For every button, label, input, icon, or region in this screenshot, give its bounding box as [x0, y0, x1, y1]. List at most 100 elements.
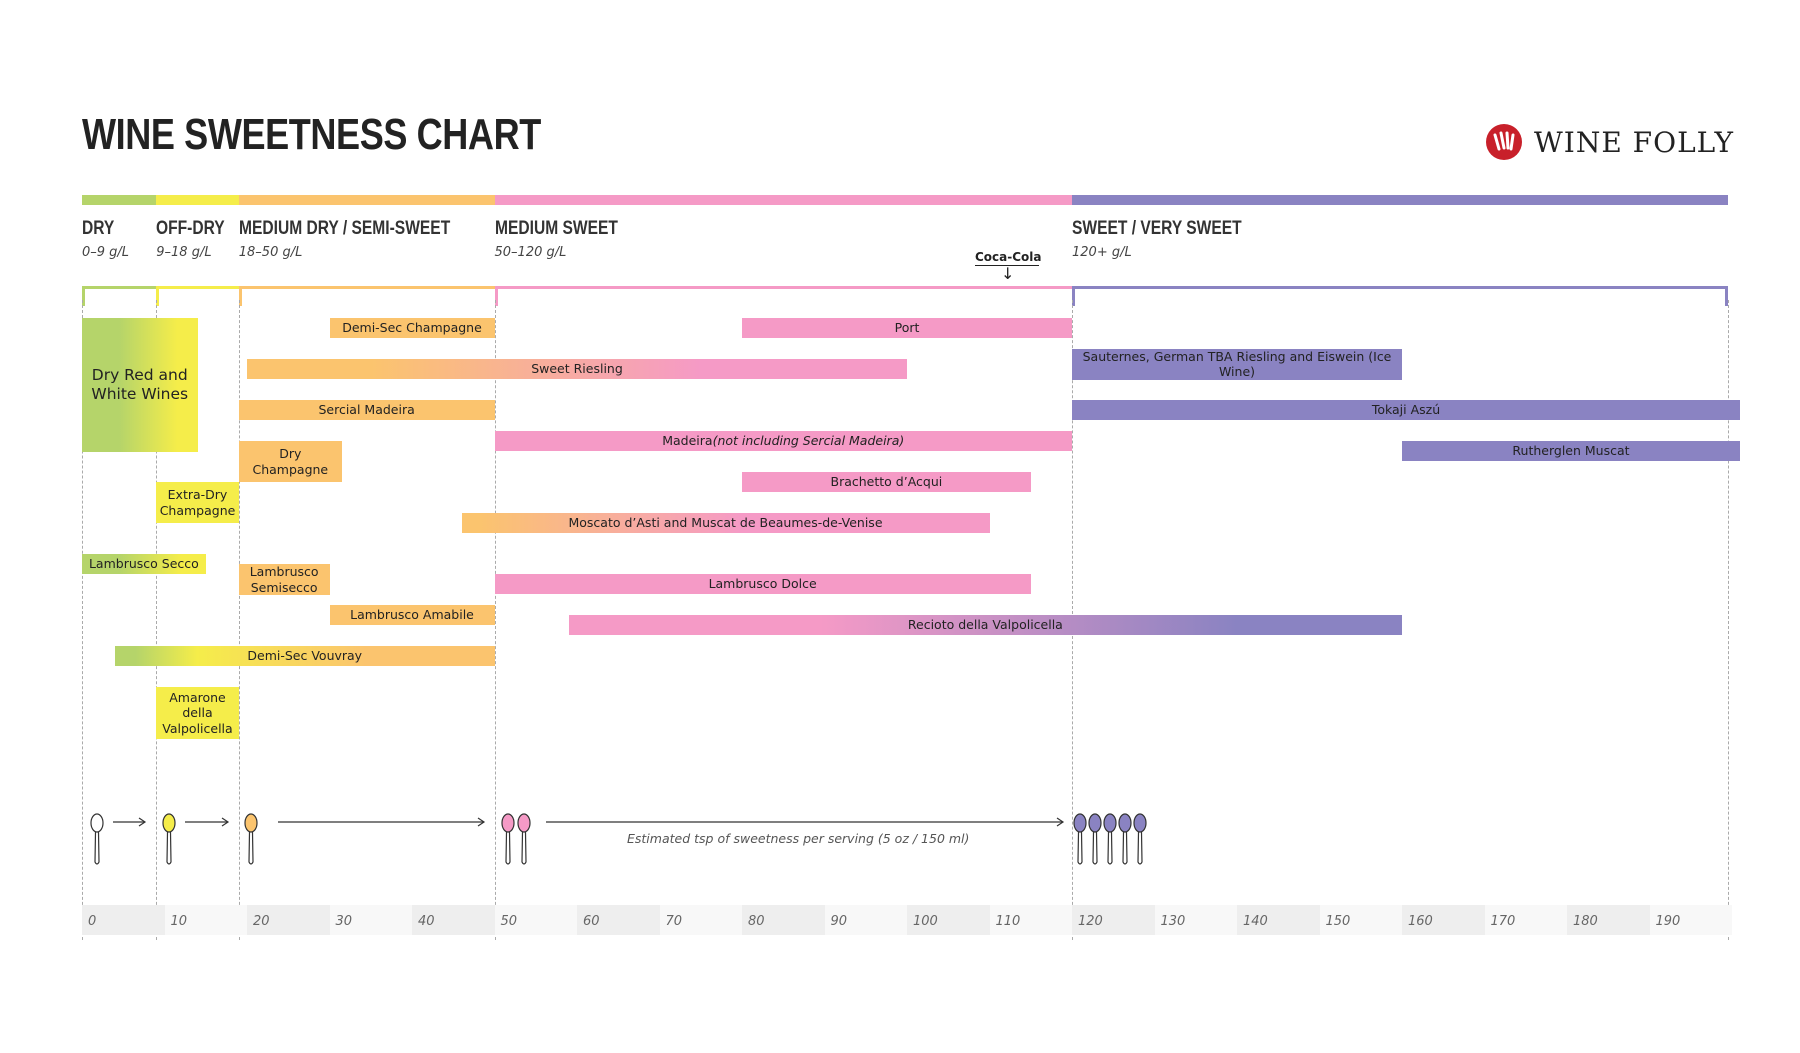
wine-bar-demi-sec-vouvray: Demi-Sec Vouvray [115, 646, 495, 666]
spoon-icon [1088, 813, 1102, 865]
x-tick-label: 190 [1655, 914, 1681, 929]
category-bracket [238, 286, 495, 306]
wine-bar-tokaji-asz: Tokaji Aszú [1072, 400, 1740, 420]
category-bar [82, 195, 157, 205]
axis-cell [742, 905, 825, 935]
category-divider [82, 300, 83, 940]
x-tick-label: 170 [1490, 914, 1516, 929]
wine-bar-recioto-della-valpolicella: Recioto della Valpolicella [568, 615, 1402, 636]
page-title: WINE SWEETNESS CHART [82, 110, 541, 159]
x-tick-label: 130 [1160, 914, 1186, 929]
category-name: OFF-DRY [156, 218, 225, 239]
down-arrow-icon: ↓ [1001, 264, 1015, 283]
x-tick-label: 110 [995, 914, 1021, 929]
category-name: DRY [82, 218, 115, 239]
axis-cell [1484, 905, 1567, 935]
sweetness-footnote: Estimated tsp of sweetness per serving (… [627, 831, 970, 846]
category-bar [238, 195, 495, 205]
x-tick-label: 50 [500, 914, 518, 929]
spoon-icon [162, 813, 176, 865]
category-bar [1072, 195, 1728, 205]
axis-cell [1154, 905, 1237, 935]
spoon-icon [244, 813, 258, 865]
axis-cell [494, 905, 577, 935]
axis-cell [577, 905, 660, 935]
category-divider [238, 300, 240, 940]
category-bracket [494, 286, 1072, 306]
category-bracket [1072, 286, 1728, 306]
wine-bar-lambrusco-secco: Lambrusco Secco [82, 553, 206, 574]
spoon-icon [517, 813, 531, 865]
axis-cell [824, 905, 907, 935]
axis-cell [412, 905, 495, 935]
wine-bar-lambrusco-amabile: Lambrusco Amabile [329, 605, 495, 625]
wine-bar-extra-dry-champagne: Extra-Dry Champagne [156, 482, 239, 523]
wine-bar-moscato-d-asti-and-muscat-de-beaumes-de-venise: Moscato d’Asti and Muscat de Beaumes-de-… [461, 512, 990, 533]
coca-cola-underline [975, 265, 1039, 266]
wine-bar-madeira-not-including-sercial-madeira: Madeira (not including Sercial Madeira) [494, 430, 1072, 451]
spoon-icon [90, 813, 104, 865]
category-bracket [82, 286, 157, 306]
x-tick-label: 30 [335, 914, 353, 929]
spoon-icon [1118, 813, 1132, 865]
x-tick-label: 180 [1573, 914, 1598, 929]
x-tick-label: 100 [913, 914, 938, 929]
x-tick-label: 160 [1408, 914, 1433, 929]
axis-cell [329, 905, 412, 935]
axis-cell [82, 905, 165, 935]
x-tick-label: 90 [830, 914, 848, 929]
x-tick-label: 40 [418, 914, 435, 929]
axis-cell [907, 905, 990, 935]
axis-cell [659, 905, 742, 935]
category-name: MEDIUM DRY / SEMI-SWEET [238, 218, 450, 239]
category-range: 9–18 g/L [156, 245, 212, 260]
x-tick-label: 0 [88, 914, 97, 929]
arrow-head-icon [138, 817, 147, 827]
category-range: 120+ g/L [1072, 245, 1132, 260]
brand-name: WINE FOLLY [1534, 125, 1734, 159]
x-tick-label: 10 [170, 914, 188, 929]
x-tick-label: 80 [748, 914, 765, 929]
axis-cell [247, 905, 330, 935]
axis-cell [1072, 905, 1155, 935]
spoon-icon [501, 813, 515, 865]
arrow-head-icon [1056, 817, 1065, 827]
category-bar [156, 195, 239, 205]
category-bracket [156, 286, 239, 306]
wine-bar-sauternes-german-tba-riesling-and-eiswein-ice-wine: Sauternes, German TBA Riesling and Eiswe… [1072, 349, 1402, 380]
wine-bar-sweet-riesling: Sweet Riesling [247, 359, 907, 379]
logo-glyph-icon [1493, 131, 1515, 151]
wine-bar-port: Port [742, 318, 1072, 338]
x-tick-label: 20 [253, 914, 270, 929]
spoon-icon [1133, 813, 1147, 865]
x-tick-label: 140 [1243, 914, 1268, 929]
category-range: 0–9 g/L [82, 245, 130, 260]
wine-folly-logo-icon [1486, 124, 1522, 160]
wine-bar-rutherglen-muscat: Rutherglen Muscat [1402, 441, 1740, 461]
wine-bar-demi-sec-champagne: Demi-Sec Champagne [329, 318, 495, 338]
category-name: SWEET / VERY SWEET [1072, 218, 1242, 239]
axis-cell [1402, 905, 1485, 935]
wine-bar-dry-red-and-white-wines: Dry Red and White Wines [82, 318, 198, 452]
axis-cell [1319, 905, 1402, 935]
category-divider [1728, 300, 1729, 940]
wine-bar-lambrusco-semisecco: Lambrusco Semisecco [238, 564, 330, 595]
brand-logo: WINE FOLLY [1486, 124, 1734, 160]
category-range: 18–50 g/L [238, 245, 303, 260]
x-tick-label: 150 [1325, 914, 1351, 929]
x-tick-label: 120 [1078, 914, 1103, 929]
coca-cola-annotation: Coca-Cola [975, 250, 1042, 264]
wine-bar-dry-champagne: Dry Champagne [238, 441, 342, 482]
category-divider [494, 300, 496, 940]
axis-cell [1237, 905, 1320, 935]
category-divider [156, 300, 158, 940]
x-tick-label: 60 [583, 914, 600, 929]
axis-cell [1649, 905, 1732, 935]
wine-bar-sercial-madeira: Sercial Madeira [238, 400, 495, 420]
wine-bar-lambrusco-dolce: Lambrusco Dolce [494, 574, 1031, 595]
axis-cell [1567, 905, 1650, 935]
x-tick-label: 70 [665, 914, 683, 929]
axis-cell [989, 905, 1072, 935]
wine-bar-amarone-della-valpolicella: Amarone della Valpolicella [156, 687, 239, 739]
